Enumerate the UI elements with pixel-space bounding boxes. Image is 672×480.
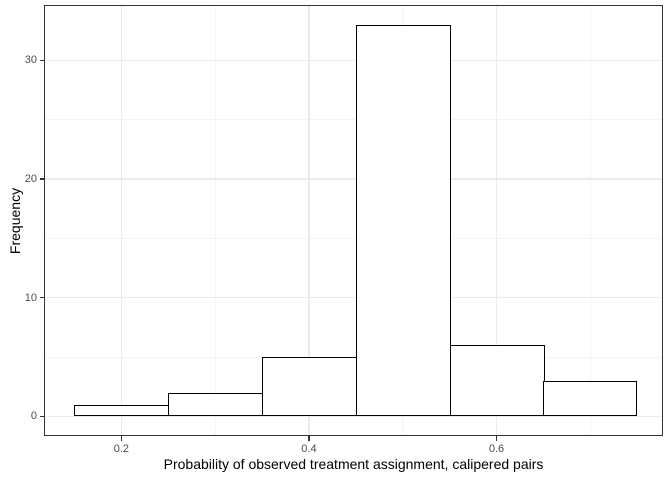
histogram-bar [168,392,264,417]
x-tick-mark [308,436,310,441]
h-gridline-minor [44,119,663,121]
y-tick-label: 20 [24,172,37,185]
histogram-bar [449,345,545,417]
y-tick-label: 10 [24,291,37,304]
v-gridline-minor [589,5,591,436]
y-axis-title-text: Frequency [7,187,23,254]
x-tick-mark [495,436,498,441]
v-gridline-minor [214,5,216,436]
y-tick-mark [39,297,44,299]
v-gridline-major [308,5,310,436]
plot-panel: 0.2 0.4 0.6 0 10 20 30 [25,5,663,455]
histogram-bar [543,380,638,417]
x-tick-label: 0.6 [488,443,505,455]
x-tick-label: 0.2 [113,443,130,455]
histogram-bar [262,357,358,417]
y-tick-mark [39,178,44,180]
h-gridline-major [44,415,663,417]
y-tick-mark [39,415,44,417]
x-tick-mark [120,436,122,441]
y-tick-label: 30 [24,54,37,67]
x-axis-title: Probability of observed treatment assign… [163,456,544,472]
x-tick-label: 0.4 [301,443,317,455]
histogram-bar [74,404,170,417]
histogram-bar [355,24,451,417]
h-gridline-major [44,297,663,299]
y-tick-label: 0 [30,410,37,423]
v-gridline-major [495,5,498,436]
h-gridline-minor [44,237,663,239]
y-axis-title: Frequency [2,5,28,436]
h-gridline-major [44,178,663,180]
v-gridline-major [120,5,122,436]
y-tick-mark [39,59,44,61]
h-gridline-major [44,59,663,61]
